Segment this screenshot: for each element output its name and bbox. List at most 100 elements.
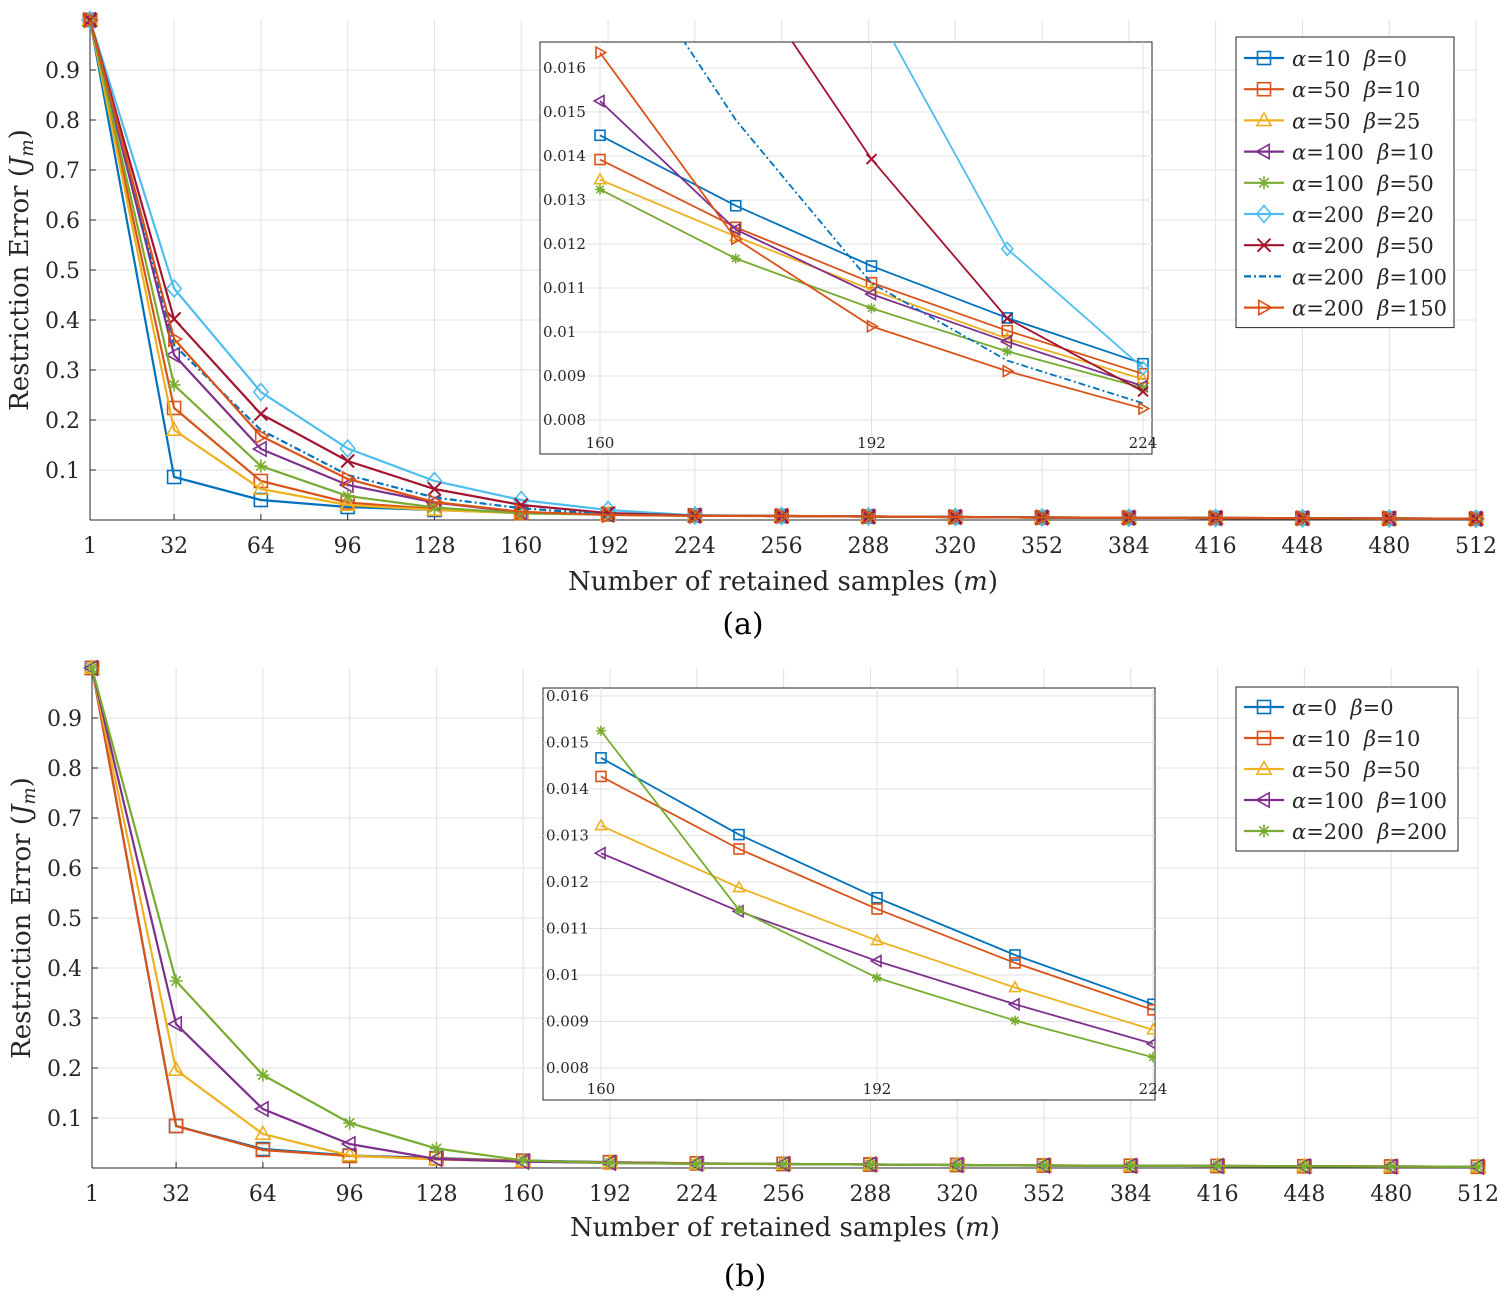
data-point-s2-1-shape <box>167 1060 185 1076</box>
data-point-s6-2 <box>253 406 269 422</box>
inset-point-s2-4 <box>1146 1022 1155 1035</box>
x-tick-label: 64 <box>249 1182 277 1207</box>
data-point-s4-3 <box>341 489 355 503</box>
data-point-s4-9 <box>863 1158 877 1171</box>
data-point-s8-3-shape <box>341 470 357 488</box>
inset-point-s1-3 <box>1009 957 1021 969</box>
inset-y-tick-label: 0.008 <box>546 1059 589 1077</box>
data-point-s3-2 <box>253 1100 269 1118</box>
inset-point-s6-4-shape <box>1137 385 1149 398</box>
inset-point-s3-1-shape <box>728 222 741 237</box>
data-point-s6-3 <box>340 453 355 469</box>
data-point-s4-7 <box>690 1157 704 1171</box>
inset-point-s3-0 <box>593 846 606 861</box>
inset-point-s3-3 <box>1007 997 1020 1012</box>
legend-marker-4 <box>1257 176 1271 190</box>
data-point-s8-15-shape <box>1383 509 1399 528</box>
x-tick-label: 256 <box>763 1182 805 1207</box>
data-point-s4-10 <box>950 1158 964 1172</box>
legend-marker-0-shape <box>1256 50 1272 66</box>
data-point-s4-6 <box>603 1156 617 1170</box>
data-point-s6-4-shape <box>427 481 442 497</box>
data-point-s6-3-shape <box>340 453 355 469</box>
inset-point-s3-2-shape <box>864 287 877 302</box>
data-point-s1-2-shape <box>253 473 269 489</box>
data-point-s2-1 <box>165 420 183 437</box>
legend-label-1: α=10 β=10 <box>1292 727 1420 751</box>
inset-point-s3-4-shape <box>1145 1038 1155 1050</box>
data-point-s1-1-shape <box>168 1118 184 1134</box>
x-tick-label: 512 <box>1457 1182 1499 1207</box>
inset-point-s6-2 <box>865 153 878 165</box>
inset-point-s8-0-shape <box>595 45 608 60</box>
x-tick-label: 128 <box>415 1182 457 1207</box>
data-point-s2-2 <box>254 1124 272 1140</box>
data-point-s8-7-shape <box>688 507 704 525</box>
inset-point-s1-0-shape <box>595 770 607 783</box>
inset-point-s3-0 <box>592 94 605 108</box>
inset-point-s8-0 <box>595 45 608 60</box>
data-point-s3-5-shape <box>514 1153 530 1171</box>
data-point-s2-3 <box>341 1146 359 1162</box>
data-point-s8-8 <box>775 507 791 525</box>
x-tick-label: 256 <box>761 534 803 559</box>
inset-point-s1-1-shape <box>733 843 745 855</box>
inset-point-s3-2 <box>869 954 882 968</box>
y-tick-label: 0.8 <box>45 109 80 134</box>
y-tick-label: 0.1 <box>45 459 80 484</box>
legend-marker-1 <box>1256 81 1272 97</box>
legend-marker-1-shape <box>1256 81 1272 97</box>
data-point-s3-4 <box>427 1150 443 1168</box>
legend-label-2: α=50 β=25 <box>1292 109 1420 133</box>
legend-label-4: α=100 β=50 <box>1292 172 1434 196</box>
inset-point-s2-2-shape <box>870 933 884 946</box>
inset-x-tick-label: 224 <box>1139 1080 1168 1098</box>
legend-label-3: α=100 β=100 <box>1292 789 1447 813</box>
inset-point-s0-0-shape <box>594 129 606 142</box>
data-point-s4-14 <box>1297 1159 1311 1173</box>
inset-point-s4-0 <box>596 725 606 736</box>
x-tick-label: 224 <box>676 1182 718 1207</box>
x-tick-label: 352 <box>1023 1182 1065 1207</box>
inset-point-s1-4-shape <box>1147 1004 1155 1016</box>
inset-point-s2-1 <box>732 880 746 893</box>
data-point-s4-5-shape <box>516 1153 530 1167</box>
inset-y-tick-label: 0.011 <box>546 920 589 938</box>
inset-y-tick-label: 0.01 <box>543 323 576 341</box>
data-point-s4-16 <box>1471 1160 1485 1174</box>
inset-point-s2-0 <box>593 172 607 185</box>
data-point-s4-13 <box>1211 1159 1225 1173</box>
data-point-s3-3-shape <box>340 1135 356 1153</box>
data-point-s8-12 <box>1122 509 1138 527</box>
inset-point-s8-2-shape <box>866 319 879 334</box>
inset-series-line-1 <box>600 775 1154 1011</box>
x-tick-label: 224 <box>674 534 716 559</box>
series-group <box>80 10 1486 529</box>
inset-point-s0-1-shape <box>733 828 745 841</box>
data-point-s2-3-shape <box>341 1146 359 1162</box>
inset-point-s2-2 <box>870 933 884 946</box>
data-point-s4-4-shape <box>429 1142 443 1155</box>
inset-y-tick-label: 0.012 <box>543 235 586 253</box>
inset-point-s2-3-shape <box>1008 980 1022 993</box>
inset-point-s3-0-shape <box>593 846 606 861</box>
x-tick-label: 384 <box>1110 1182 1152 1207</box>
legend-label-2: α=50 β=50 <box>1292 758 1420 782</box>
inset-point-s1-1 <box>733 843 745 855</box>
data-point-s8-5 <box>515 503 531 521</box>
inset-point-s8-3-shape <box>1002 364 1015 379</box>
inset-point-s8-4-shape <box>1138 401 1151 416</box>
inset-x-tick-label: 192 <box>857 434 886 452</box>
x-tick-label: 480 <box>1368 534 1410 559</box>
data-point-s3-5 <box>514 1153 530 1171</box>
inset-point-s1-0 <box>595 770 607 783</box>
data-point-s4-14-shape <box>1297 1159 1311 1173</box>
data-point-s4-0-shape <box>85 661 99 675</box>
legend-label-8: α=200 β=150 <box>1292 297 1447 321</box>
legend: α=10 β=0 α=50 β=10 α=50 β=25 α=100 β=10 α=10… <box>1235 36 1455 329</box>
y-tick-label: 0.4 <box>47 957 82 982</box>
data-point-s3-3 <box>338 476 354 494</box>
data-point-s1-2-shape <box>255 1142 271 1158</box>
inset-series-line-2 <box>600 824 1154 1031</box>
data-point-s4-5-shape <box>514 506 528 520</box>
